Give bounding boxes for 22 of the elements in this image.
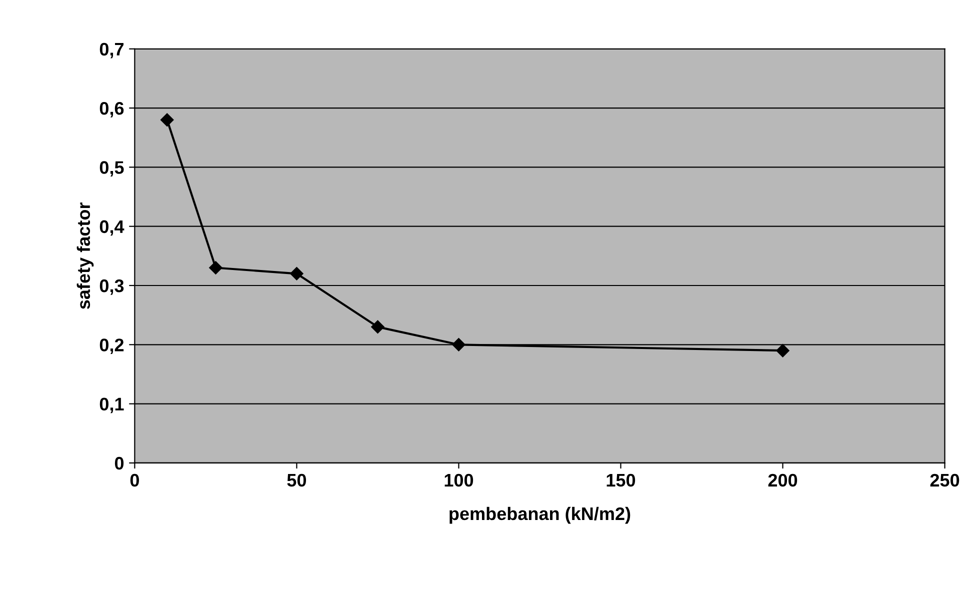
x-axis-title: pembebanan (kN/m2): [450, 506, 630, 524]
point: [452, 338, 466, 352]
x-tick-label: 50: [287, 474, 306, 487]
y-tick-label: 0,7: [100, 42, 124, 58]
y-tick-label: 0,2: [100, 338, 124, 354]
y-tick-label: 0,6: [100, 102, 124, 118]
y-axis-title: safety factor: [76, 202, 94, 309]
y-tick-label: 0,4: [100, 220, 124, 236]
y-tick-label: 0: [114, 456, 124, 470]
x-tick-label: 150: [606, 474, 636, 487]
y-tick-label: 0,3: [100, 279, 124, 295]
point: [371, 320, 384, 334]
y-tick-label: 0,5: [100, 161, 124, 177]
x-tick-label: 0: [130, 474, 139, 487]
x-tick-label: 100: [444, 474, 474, 487]
point: [776, 344, 790, 358]
x-tick-label: 200: [768, 474, 798, 487]
point: [209, 261, 222, 274]
point: [290, 267, 304, 280]
y-tick-label: 0,1: [100, 398, 124, 414]
point: [160, 113, 174, 126]
x-tick-label: 250: [930, 474, 960, 487]
